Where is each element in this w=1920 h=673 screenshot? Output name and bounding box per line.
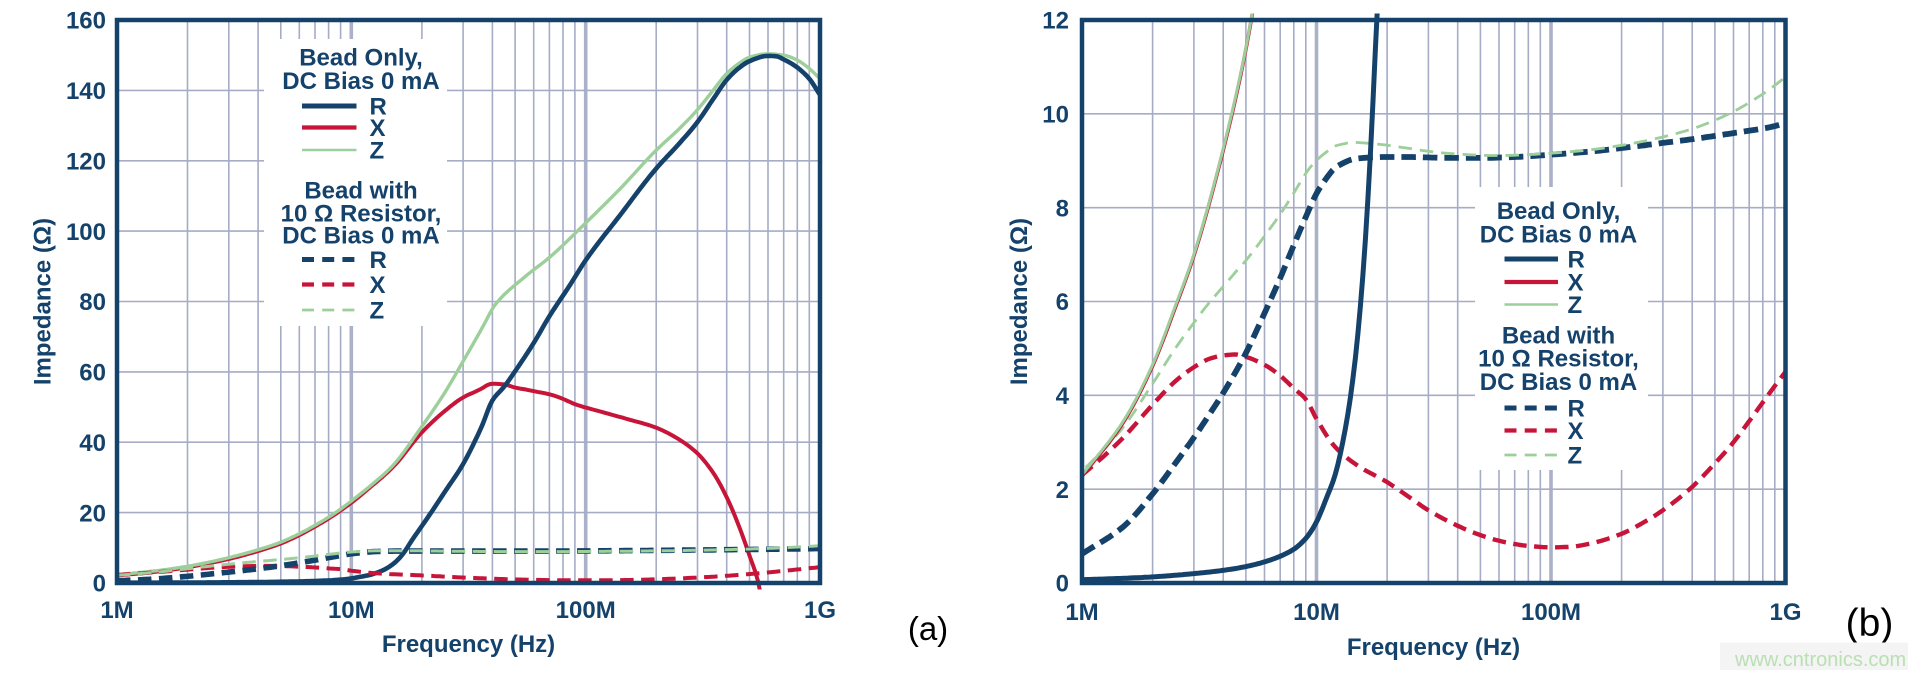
svg-text:Z: Z: [1568, 443, 1583, 470]
svg-text:12: 12: [1042, 8, 1069, 35]
svg-text:Frequency (Hz): Frequency (Hz): [1347, 634, 1520, 661]
svg-text:4: 4: [1056, 383, 1070, 410]
svg-text:R: R: [1568, 247, 1585, 274]
svg-text:0: 0: [1056, 571, 1069, 598]
svg-text:R: R: [370, 94, 387, 121]
svg-text:20: 20: [79, 500, 106, 527]
svg-text:10 Ω Resistor,: 10 Ω Resistor,: [281, 200, 442, 227]
svg-text:DC Bias 0 mA: DC Bias 0 mA: [1480, 369, 1637, 396]
svg-text:1G: 1G: [804, 597, 836, 624]
svg-text:Bead with: Bead with: [304, 177, 417, 204]
svg-text:100: 100: [66, 219, 106, 246]
svg-text:10M: 10M: [328, 597, 375, 624]
svg-text:X: X: [1568, 418, 1584, 445]
svg-text:1M: 1M: [100, 597, 133, 624]
svg-text:10M: 10M: [1293, 599, 1340, 626]
svg-text:60: 60: [79, 360, 106, 387]
svg-text:Frequency (Hz): Frequency (Hz): [382, 631, 555, 658]
svg-text:1G: 1G: [1769, 599, 1801, 626]
svg-text:80: 80: [79, 289, 106, 316]
svg-text:Impedance (Ω): Impedance (Ω): [1006, 218, 1033, 385]
svg-text:140: 140: [66, 78, 106, 105]
svg-text:DC Bias 0 mA: DC Bias 0 mA: [282, 223, 439, 250]
svg-text:Bead with: Bead with: [1502, 323, 1615, 350]
svg-text:www.cntronics.com: www.cntronics.com: [1734, 649, 1906, 671]
svg-text:100M: 100M: [556, 597, 616, 624]
svg-text:1M: 1M: [1065, 599, 1098, 626]
svg-text:DC Bias 0 mA: DC Bias 0 mA: [1480, 222, 1637, 249]
svg-text:Z: Z: [1568, 292, 1583, 319]
svg-text:Z: Z: [370, 298, 385, 325]
svg-text:10 Ω Resistor,: 10 Ω Resistor,: [1478, 346, 1639, 373]
svg-text:6: 6: [1056, 289, 1069, 316]
svg-text:160: 160: [66, 8, 106, 35]
svg-text:DC Bias 0 mA: DC Bias 0 mA: [282, 68, 439, 95]
svg-text:(a): (a): [908, 610, 948, 647]
svg-text:Z: Z: [370, 138, 385, 165]
svg-text:Bead Only,: Bead Only,: [299, 45, 423, 72]
svg-text:R: R: [370, 247, 387, 274]
svg-text:X: X: [370, 115, 386, 142]
svg-text:(b): (b): [1846, 602, 1894, 645]
svg-text:Impedance (Ω): Impedance (Ω): [30, 218, 57, 385]
svg-text:120: 120: [66, 148, 106, 175]
svg-text:0: 0: [93, 571, 106, 598]
svg-text:40: 40: [79, 430, 106, 457]
svg-text:X: X: [370, 272, 386, 299]
svg-text:X: X: [1568, 270, 1584, 297]
svg-text:10: 10: [1042, 102, 1069, 129]
svg-text:R: R: [1568, 396, 1585, 423]
svg-text:2: 2: [1056, 477, 1069, 504]
svg-text:100M: 100M: [1521, 599, 1581, 626]
svg-text:Bead Only,: Bead Only,: [1497, 198, 1621, 225]
svg-text:8: 8: [1056, 195, 1069, 222]
